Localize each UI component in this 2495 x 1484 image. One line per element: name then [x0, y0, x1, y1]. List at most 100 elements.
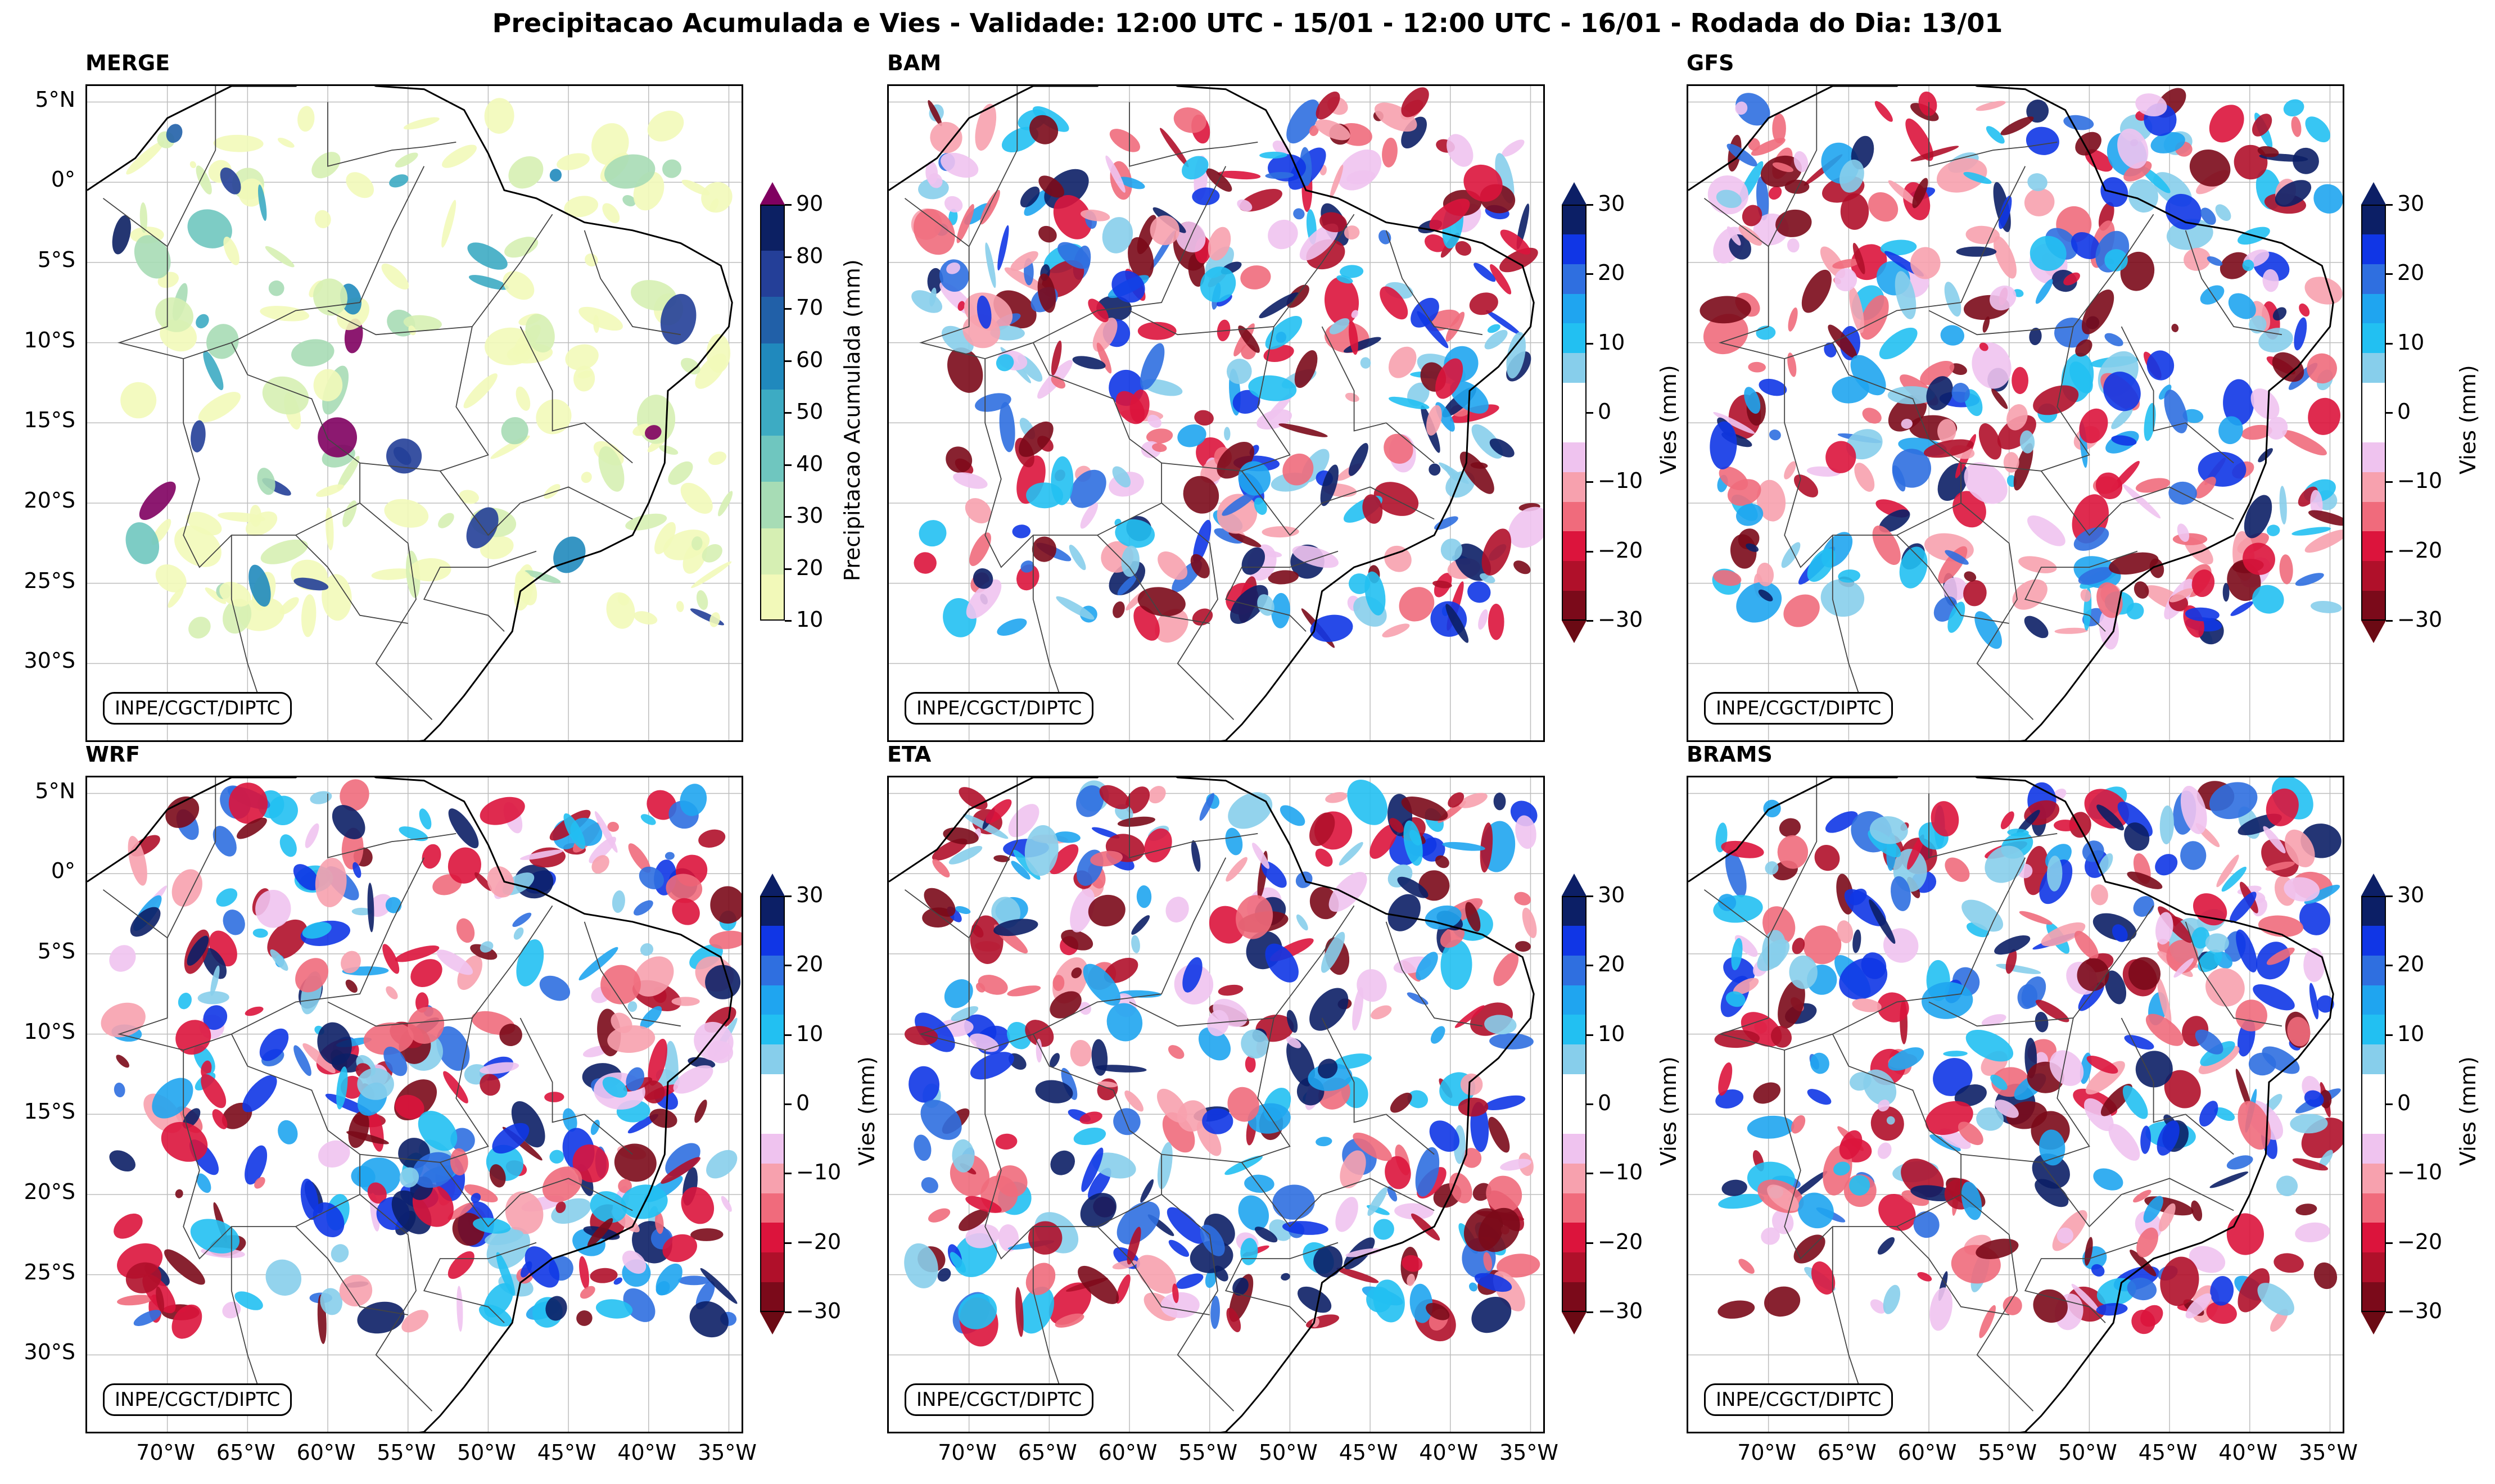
field-cell	[2123, 161, 2152, 182]
colorbar-frame	[1562, 205, 1587, 621]
field-cell	[1429, 463, 1441, 476]
field-cell	[996, 354, 1014, 372]
field-cell	[1820, 246, 1846, 278]
colorbar-tick-label: −10	[2397, 468, 2443, 494]
field-cell	[1515, 815, 1536, 849]
field-cell	[2019, 430, 2035, 454]
field-cell	[384, 499, 429, 528]
field-cell	[1168, 1239, 1190, 1257]
border-line	[327, 102, 456, 167]
field-cell	[1035, 1080, 1073, 1103]
colorbar-tick-label: −30	[1598, 607, 1643, 632]
field-cell	[2016, 809, 2040, 835]
field-cell	[368, 894, 392, 917]
field-cell	[680, 784, 707, 816]
colorbar-segment	[760, 1074, 785, 1105]
field-cell	[196, 165, 212, 194]
field-cell	[1781, 542, 1801, 568]
field-cell	[1771, 1026, 1792, 1048]
field-cell	[1168, 1045, 1185, 1059]
colorbar: 30 20 10 0 −10 −20 −30	[1562, 182, 1643, 643]
border-line	[1161, 462, 1435, 536]
field-cell	[210, 965, 220, 996]
field-cell	[1088, 894, 1126, 927]
colorbar: 30 20 10 0 −10 −20 −30	[1562, 874, 1643, 1334]
field-cell	[1156, 1088, 1187, 1123]
colorbar-label: Vies (mm)	[1656, 1056, 1681, 1166]
field-cell	[1777, 835, 1809, 869]
field-cell	[291, 339, 335, 367]
colorbar-tick-mark	[1587, 1103, 1593, 1105]
field-cell	[1733, 978, 1759, 995]
field-cell	[1985, 845, 2025, 883]
field-cell	[2033, 1289, 2068, 1323]
field-cell	[2221, 866, 2247, 892]
field-cell	[1721, 840, 1764, 858]
field-cell	[1061, 1067, 1078, 1100]
field-cell	[357, 1067, 394, 1100]
field-cell	[2096, 804, 2125, 831]
field-cell	[1096, 342, 1112, 374]
field-cell	[399, 1167, 419, 1188]
field-cell	[1839, 957, 1888, 1000]
field-cell	[2155, 854, 2178, 876]
field-cell	[2073, 527, 2109, 551]
field-cell	[1481, 528, 1511, 576]
field-cell	[1931, 801, 1959, 837]
field-cell	[2122, 1085, 2148, 1119]
colorbar-frame	[760, 205, 785, 621]
field-cell	[1099, 785, 1130, 809]
field-cell	[1296, 914, 1308, 931]
field-cell	[1070, 469, 1106, 508]
colorbar-segment	[2361, 353, 2386, 383]
colorbar-over-arrow	[2361, 874, 2386, 896]
colorbar-tick-mark	[1587, 412, 1593, 414]
field-cell	[293, 864, 319, 891]
field-cell	[1500, 1159, 1531, 1171]
lon-tick-label: 70°W	[938, 1440, 997, 1465]
colorbar-tick-label: 0	[796, 1091, 810, 1115]
field-cell	[1196, 1121, 1222, 1156]
field-cell	[2000, 811, 2014, 830]
field-cell	[2244, 495, 2272, 539]
field-cell	[2193, 893, 2227, 926]
field-cell	[1160, 128, 1189, 168]
field-cell	[436, 1026, 470, 1071]
field-cell	[1522, 907, 1537, 938]
field-cell	[2098, 853, 2113, 874]
field-cell	[2207, 256, 2223, 266]
field-cell	[997, 225, 1009, 271]
field-cell	[1943, 577, 1967, 601]
field-cell	[2177, 523, 2190, 542]
field-cell	[1998, 196, 2012, 229]
field-cell	[242, 1075, 277, 1112]
colorbar-segment	[1562, 1015, 1587, 1045]
field-cell	[223, 910, 245, 935]
field-cell	[1486, 1175, 1522, 1213]
field-cell	[1797, 1192, 1834, 1229]
colorbar-tick-label: 0	[1598, 1091, 1612, 1115]
field-cell	[2158, 384, 2172, 400]
field-cell	[2109, 552, 2159, 575]
field-cell	[265, 246, 295, 268]
field-cell	[2236, 929, 2258, 972]
colorbar-tick-mark	[1587, 1311, 1593, 1313]
field-cell	[2195, 477, 2216, 499]
border-line	[166, 777, 216, 938]
field-cell	[245, 1145, 268, 1185]
field-cell	[1190, 554, 1210, 578]
colorbar-tick-mark	[1587, 273, 1593, 275]
border-line	[584, 921, 681, 1027]
field-cell	[1912, 178, 1928, 209]
field-cell	[1852, 929, 1861, 953]
field-cell	[339, 1274, 373, 1307]
field-cell	[1883, 1284, 1901, 1314]
colorbar-segment	[1562, 472, 1587, 503]
field-cell	[676, 601, 684, 612]
colorbar-segment	[1562, 1282, 1587, 1313]
field-cell	[1811, 1261, 1836, 1295]
field-cell	[665, 1040, 679, 1091]
border-line	[2185, 230, 2282, 336]
field-cell	[1718, 894, 1737, 911]
lat-tick-label: 30°S	[24, 648, 75, 673]
